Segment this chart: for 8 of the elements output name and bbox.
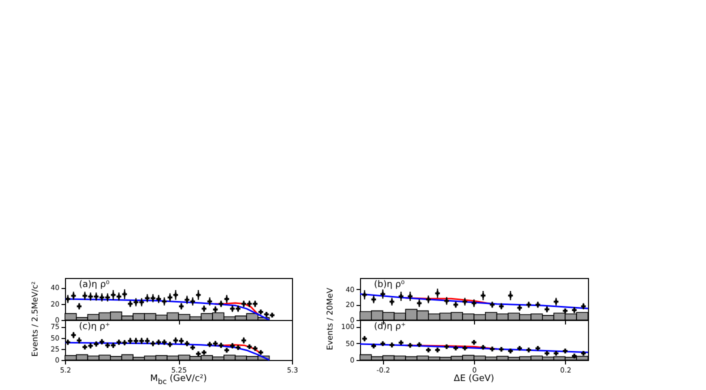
annotation: (b)η ρ⁰	[374, 280, 406, 290]
x-axis-title: M$_{bc}$ (GeV/c²)	[150, 374, 207, 386]
x-axis-title: ΔE (GeV)	[454, 374, 494, 384]
y-axis-title: Events / 20MeV	[326, 288, 334, 350]
y-axis-title: Events / 2.5MeV/c²	[30, 281, 40, 357]
annotation: (a)η ρ⁰	[79, 280, 110, 290]
annotation: (d)η ρ⁺	[374, 322, 406, 332]
annotation: (c)η ρ⁺	[79, 322, 110, 332]
